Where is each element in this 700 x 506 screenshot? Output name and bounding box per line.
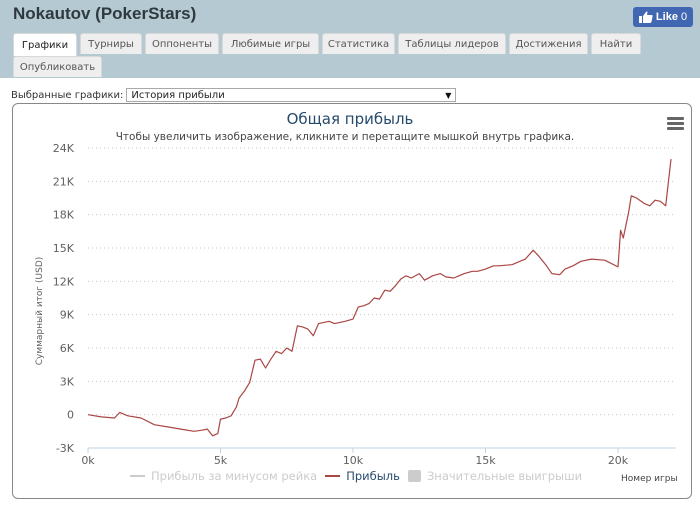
y-tick-label: 12K <box>53 275 75 288</box>
tab-favorite-games[interactable]: Любимые игры <box>222 33 319 54</box>
legend-label: Прибыль за минусом рейка <box>151 469 318 483</box>
graph-selector-row: Выбранные графики: История прибыли ▼ <box>11 88 457 102</box>
thumbs-up-icon <box>638 11 653 23</box>
facebook-like-button[interactable]: Like 0 <box>633 7 693 27</box>
legend-line-icon <box>325 475 341 477</box>
like-label: Like <box>655 11 678 23</box>
legend-item-net-profit[interactable]: Прибыль за минусом рейка <box>130 469 317 483</box>
hamburger-menu-icon[interactable] <box>667 117 684 131</box>
y-tick-label: 21K <box>53 175 75 188</box>
y-axis-title: Суммарный итог (USD) <box>35 256 45 366</box>
x-tick-label: 5k <box>214 454 228 467</box>
profit-series-line[interactable] <box>87 159 672 437</box>
graph-selector-value: История прибыли <box>131 89 225 101</box>
legend-item-big-wins[interactable]: Значительные выигрыши <box>407 469 583 483</box>
tab-publish[interactable]: Опубликовать <box>13 56 102 77</box>
graph-selector-dropdown[interactable]: История прибыли ▼ <box>126 88 457 102</box>
tab-opponents[interactable]: Оппоненты <box>145 33 219 54</box>
y-tick-label: 18K <box>53 209 75 222</box>
chart-legend: Прибыль за минусом рейка Прибыль Значите… <box>130 469 590 483</box>
tab-tournaments[interactable]: Турниры <box>80 33 142 54</box>
chart-container[interactable] <box>12 103 692 499</box>
tab-leaderboards[interactable]: Таблицы лидеров <box>398 33 506 54</box>
legend-label: Значительные выигрыши <box>426 469 583 483</box>
y-tick-label: 3K <box>60 375 75 388</box>
chart-subtitle: Чтобы увеличить изображение, кликните и … <box>115 131 575 143</box>
legend-box-icon <box>407 470 421 482</box>
y-tick-label: 15K <box>53 242 75 255</box>
graph-selector-label: Выбранные графики: <box>11 89 124 101</box>
x-tick-label: 15k <box>475 454 496 467</box>
y-tick-label: 0 <box>67 409 74 422</box>
y-tick-label: -3K <box>56 442 75 455</box>
x-axis-title: Номер игры <box>621 474 678 484</box>
x-tick-label: 10k <box>343 454 364 467</box>
x-tick-label: 20k <box>608 454 629 467</box>
legend-line-icon <box>130 475 145 477</box>
y-tick-label: 6K <box>60 342 75 355</box>
page-title: Nokautov (PokerStars) <box>13 4 197 23</box>
legend-item-profit[interactable]: Прибыль <box>325 469 400 483</box>
tab-graphs[interactable]: Графики <box>13 33 77 56</box>
tab-achievements[interactable]: Достижения <box>509 33 588 54</box>
chart-title: Общая прибыль <box>286 110 414 128</box>
tab-statistics[interactable]: Статистика <box>322 33 395 54</box>
y-tick-label: 24K <box>53 142 75 155</box>
y-tick-label: 9K <box>60 309 75 322</box>
dropdown-arrow-icon: ▼ <box>445 90 452 100</box>
like-count: 0 <box>680 11 688 23</box>
legend-label: Прибыль <box>346 469 400 483</box>
tab-search[interactable]: Найти <box>591 33 641 54</box>
x-tick-label: 0k <box>81 454 95 467</box>
